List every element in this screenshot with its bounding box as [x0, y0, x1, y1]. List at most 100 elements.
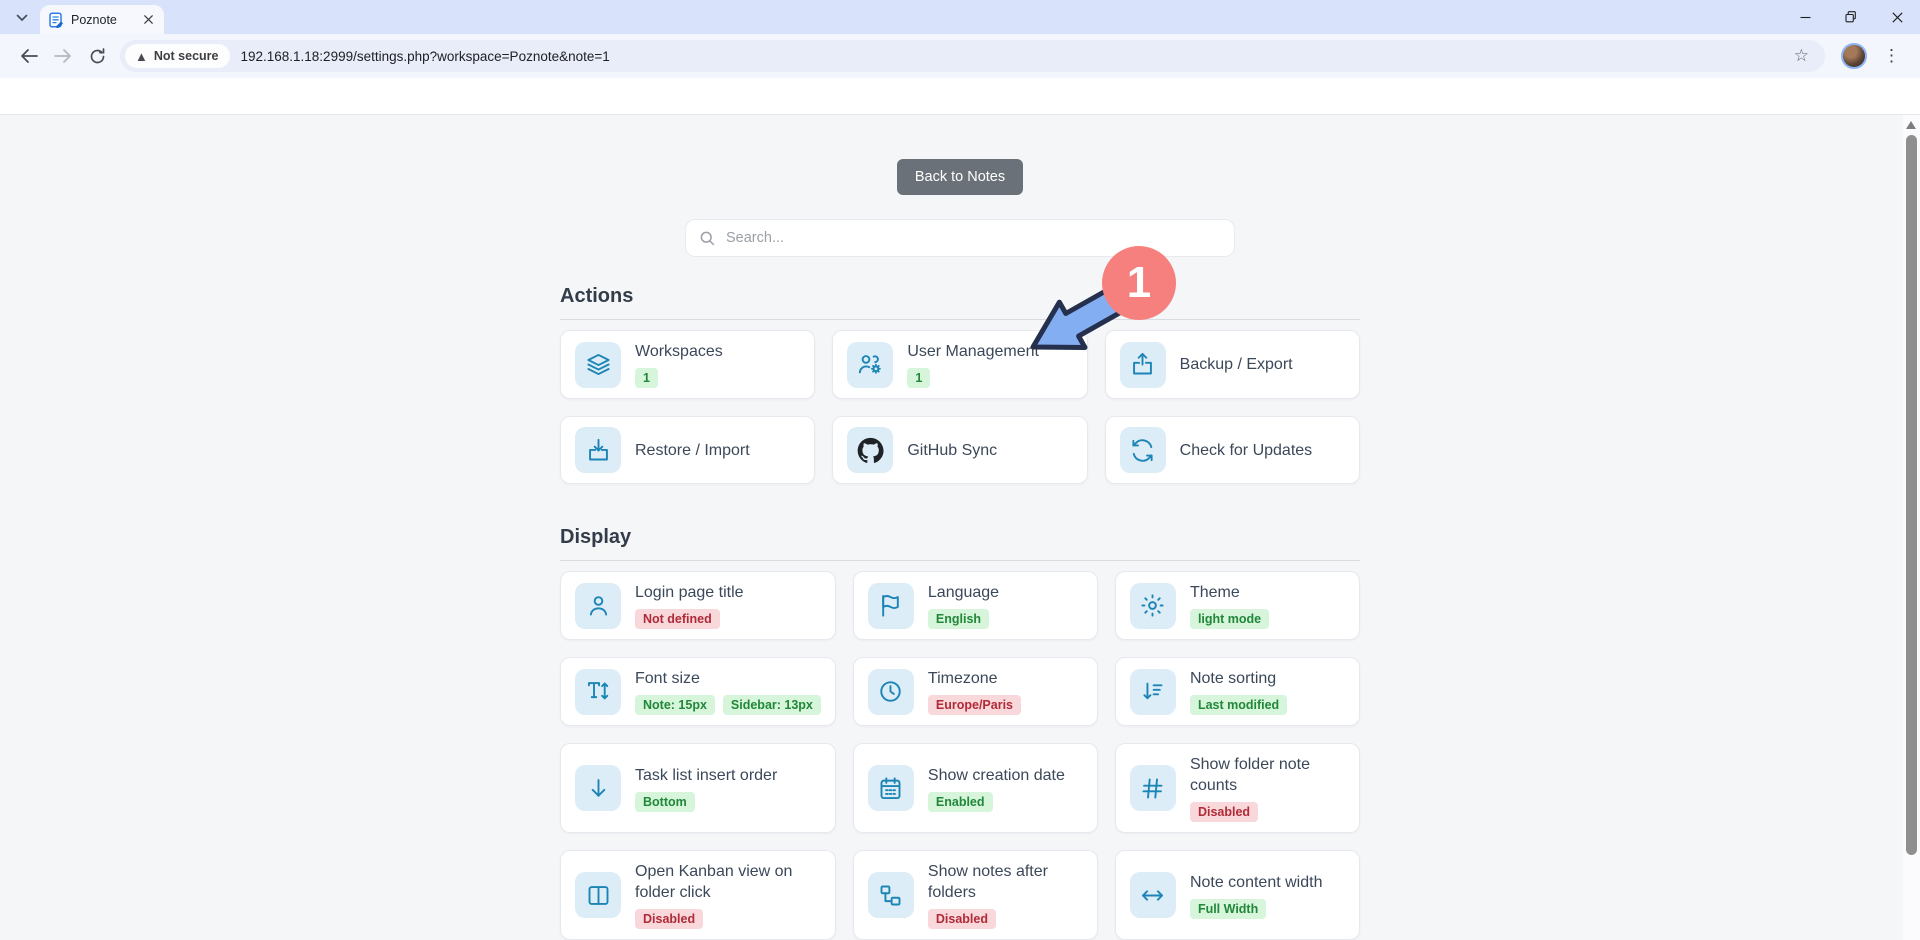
box-arrow-up-icon: [1119, 341, 1166, 388]
forward-icon[interactable]: [46, 39, 80, 73]
settings-card-task-list-insert-order[interactable]: Task list insert order Bottom: [560, 743, 836, 833]
arrows-rotate-icon: [1119, 427, 1166, 473]
hash-icon: [1129, 765, 1176, 811]
section-title: Actions: [560, 285, 634, 307]
back-icon[interactable]: [12, 39, 46, 73]
settings-card-timezone[interactable]: Timezone Europe/Paris: [852, 657, 1098, 726]
address-bar[interactable]: ▲ Not secure 192.168.1.18:2999/settings.…: [120, 40, 1825, 72]
browser-tab[interactable]: Poznote: [40, 5, 164, 34]
browser-toolbar: ▲ Not secure 192.168.1.18:2999/settings.…: [0, 34, 1920, 78]
status-badge: Europe/Paris: [927, 695, 1022, 715]
scrollbar-thumb[interactable]: [1906, 135, 1917, 855]
section-title: Display: [560, 526, 632, 548]
card-label: Show notes after folders: [927, 863, 1048, 901]
card-label: Font size: [635, 670, 700, 687]
card-badges: Note: 15px Sidebar: 13px: [635, 695, 821, 715]
scroll-up-icon[interactable]: [1906, 121, 1916, 129]
warning-icon: ▲: [135, 48, 148, 64]
settings-section-actions: Actions Workspaces 1 User Management 1 Backup…: [560, 285, 1360, 484]
card-meta: User Management 1: [907, 341, 1039, 388]
sort-down-icon: [1129, 668, 1176, 715]
annotation-number: 1: [1126, 258, 1152, 307]
tab-close-icon[interactable]: [140, 12, 156, 28]
card-label: Task list insert order: [635, 766, 778, 784]
card-meta: Show notes after folders Disabled: [927, 861, 1083, 929]
clock-icon: [867, 668, 914, 715]
settings-card-restore-import[interactable]: Restore / Import: [560, 416, 816, 484]
users-gear-icon: [847, 341, 894, 388]
status-badge: 1: [635, 368, 658, 388]
card-badges: Not defined: [635, 609, 744, 629]
security-chip[interactable]: ▲ Not secure: [125, 44, 231, 68]
arrow-down-icon: [575, 765, 621, 811]
settings-section-display: Display Login page title Not defined Langua…: [560, 526, 1360, 940]
card-label: Show folder note counts: [1189, 756, 1311, 794]
minimize-icon[interactable]: [1782, 0, 1828, 34]
section-divider: [560, 560, 1360, 561]
settings-card-note-sorting[interactable]: Note sorting Last modified: [1114, 657, 1360, 726]
flag-icon: [867, 582, 914, 629]
status-badge: Enabled: [927, 791, 993, 812]
settings-card-login-page-title[interactable]: Login page title Not defined: [560, 571, 836, 640]
profile-avatar[interactable]: [1841, 43, 1867, 69]
settings-grid: Login page title Not defined Language Engli…: [560, 571, 1360, 940]
back-to-notes-button[interactable]: Back to Notes: [896, 159, 1024, 195]
settings-card-workspaces[interactable]: Workspaces 1: [560, 330, 816, 399]
status-badge: Disabled: [1189, 802, 1259, 822]
settings-card-note-content-width[interactable]: Note content width Full Width: [1114, 850, 1360, 940]
text-height-icon: [575, 668, 621, 715]
card-meta: Language English: [927, 582, 1000, 629]
settings-card-check-for-updates[interactable]: Check for Updates: [1104, 416, 1360, 484]
status-badge: Bottom: [635, 791, 695, 812]
window-controls: [1782, 0, 1920, 34]
card-meta: Task list insert order Bottom: [635, 765, 777, 812]
card-label: Language: [927, 584, 1000, 601]
card-meta: Show creation date Enabled: [927, 765, 1065, 812]
calendar-icon: [867, 765, 914, 811]
card-label: Note sorting: [1189, 670, 1277, 687]
annotation-step-badge: 1: [1102, 246, 1176, 320]
reload-icon[interactable]: [80, 39, 114, 73]
card-meta: Login page title Not defined: [635, 582, 744, 629]
settings-card-show-folder-note-counts[interactable]: Show folder note counts Disabled: [1114, 743, 1360, 833]
settings-card-show-notes-after-folders[interactable]: Show notes after folders Disabled: [852, 850, 1098, 940]
card-meta: Note content width Full Width: [1189, 872, 1322, 919]
scrollbar[interactable]: [1903, 115, 1920, 940]
tree-icon: [867, 872, 914, 918]
close-icon[interactable]: [1874, 0, 1920, 34]
settings-card-font-size[interactable]: Font size Note: 15px Sidebar: 13px: [560, 657, 836, 726]
bookmark-star-icon[interactable]: ☆: [1793, 46, 1809, 65]
browser-menu-icon[interactable]: ⋮: [1883, 46, 1900, 65]
card-label: GitHub Sync: [907, 441, 998, 459]
settings-card-backup-export[interactable]: Backup / Export: [1104, 330, 1360, 399]
card-badges: Europe/Paris: [927, 695, 1022, 715]
status-badge: Note: 15px: [635, 695, 715, 715]
card-badges: Disabled: [635, 909, 821, 929]
restore-icon[interactable]: [1828, 0, 1874, 34]
card-badges: Disabled: [1189, 802, 1345, 822]
card-badges: light mode: [1189, 609, 1270, 629]
kanban-icon: [575, 872, 621, 918]
card-meta: Timezone Europe/Paris: [927, 668, 1022, 715]
settings-card-open-kanban-view-on-folder-click[interactable]: Open Kanban view on folder click Disabled: [560, 850, 836, 940]
settings-card-theme[interactable]: Theme light mode: [1114, 571, 1360, 640]
status-badge: light mode: [1189, 609, 1270, 629]
card-label: Open Kanban view on folder click: [635, 863, 793, 901]
box-arrow-down-icon: [575, 427, 621, 473]
settings-card-language[interactable]: Language English: [852, 571, 1098, 640]
status-badge: Last modified: [1189, 695, 1288, 715]
status-badge: Disabled: [927, 909, 996, 929]
card-meta: Open Kanban view on folder click Disabled: [635, 861, 821, 929]
section-divider: [560, 319, 1360, 320]
card-label: Timezone: [927, 670, 998, 687]
settings-card-github-sync[interactable]: GitHub Sync: [832, 416, 1088, 484]
settings-card-show-creation-date[interactable]: Show creation date Enabled: [852, 743, 1098, 833]
card-badges: English: [927, 609, 999, 629]
url-text[interactable]: 192.168.1.18:2999/settings.php?workspace…: [240, 48, 610, 64]
page-header-band: [0, 78, 1920, 115]
status-badge: 1: [907, 368, 931, 388]
tab-search-chevron-icon[interactable]: [10, 7, 34, 29]
card-label: User Management: [907, 343, 1039, 360]
